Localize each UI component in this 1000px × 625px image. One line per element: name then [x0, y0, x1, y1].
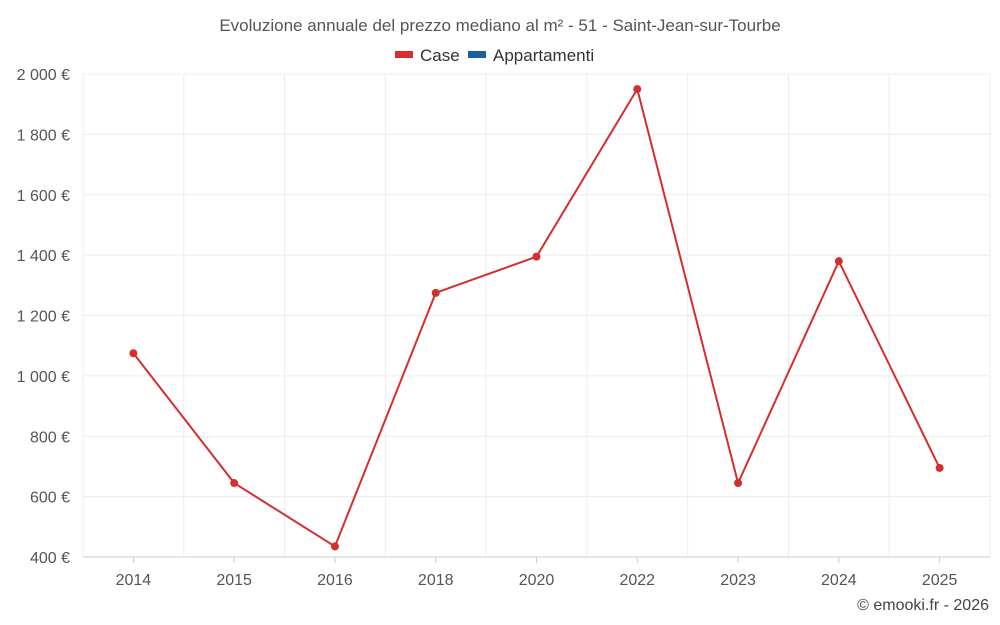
data-point-case-2016: [330, 542, 339, 551]
y-tick-label-6: 1 600 €: [17, 188, 70, 205]
legend-swatch-appartamenti: [468, 51, 486, 58]
x-tick-label-2023: 2023: [720, 572, 756, 589]
legend-swatch-case: [395, 51, 413, 58]
x-tick-label-2022: 2022: [619, 572, 655, 589]
legend-item-appartamenti[interactable]: Appartamenti: [468, 46, 594, 65]
y-tick-label-3: 1 000 €: [17, 369, 70, 386]
x-tick-label-2025: 2025: [922, 572, 958, 589]
y-tick-label-5: 1 400 €: [17, 248, 70, 265]
chart-title: Evoluzione annuale del prezzo mediano al…: [219, 16, 780, 35]
data-point-case-2023: [734, 479, 743, 488]
x-tick-label-2018: 2018: [418, 572, 454, 589]
data-point-case-2025: [935, 463, 944, 472]
y-tick-label-2: 800 €: [30, 429, 70, 446]
axes: 400 € 600 € 800 € 1 000 € 1 200 € 1 400 € 1 60…: [17, 67, 990, 589]
data-point-case-2014: [129, 349, 138, 358]
series: [129, 85, 944, 551]
legend: Case Appartamenti: [395, 46, 594, 65]
legend-label-appartamenti: Appartamenti: [493, 46, 594, 65]
grid: [82, 73, 991, 558]
data-point-case-2018: [431, 288, 440, 297]
x-tick-label-2020: 2020: [519, 572, 555, 589]
data-point-case-2015: [230, 479, 239, 488]
y-tick-label-4: 1 200 €: [17, 309, 70, 326]
y-tick-label-1: 600 €: [30, 490, 70, 507]
x-tick-label-2016: 2016: [317, 572, 353, 589]
legend-item-case[interactable]: Case: [395, 46, 460, 65]
y-tick-label-7: 1 800 €: [17, 127, 70, 144]
data-point-case-2024: [834, 257, 843, 266]
x-tick-label-2015: 2015: [216, 572, 252, 589]
y-tick-label-0: 400 €: [30, 550, 70, 567]
legend-label-case: Case: [420, 46, 460, 65]
x-tick-label-2024: 2024: [821, 572, 857, 589]
data-point-case-2022: [633, 85, 642, 94]
data-point-case-2020: [532, 252, 541, 261]
x-tick-label-2014: 2014: [116, 572, 152, 589]
credit-text: © emooki.fr - 2026: [857, 597, 989, 614]
y-tick-label-8: 2 000 €: [17, 67, 70, 84]
